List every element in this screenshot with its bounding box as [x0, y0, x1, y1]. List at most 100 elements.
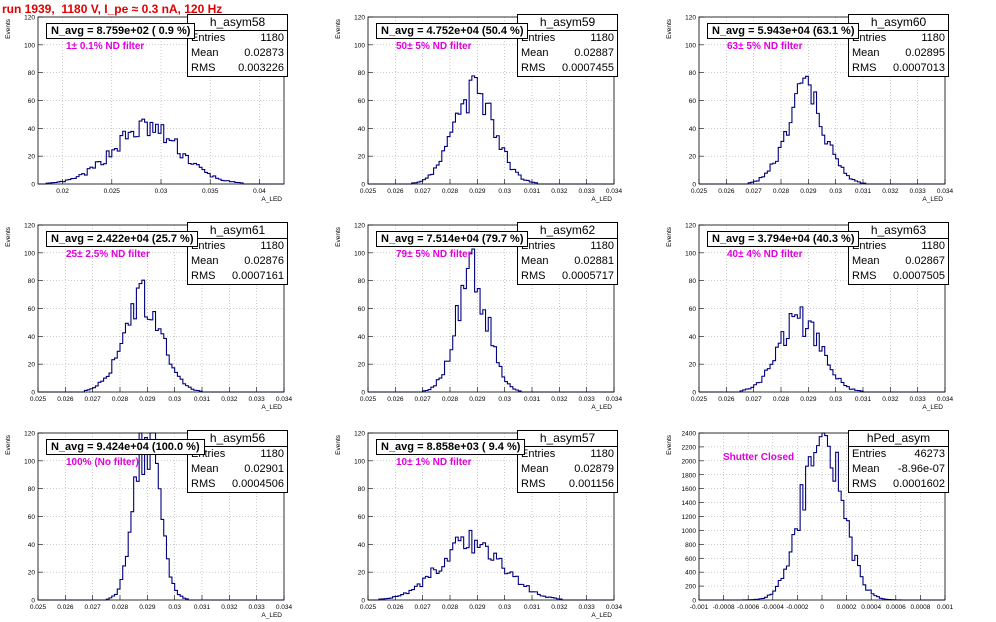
stats-value-mean: 0.02867 [905, 255, 945, 267]
y-tick-label: 120 [24, 15, 35, 22]
x-tick-label: 0.026 [387, 604, 404, 611]
x-tick-label: 0.025 [691, 188, 708, 195]
x-tick-label: 0.03 [829, 396, 842, 403]
x-tick-label: 0.033 [249, 604, 266, 611]
stats-row-rms: RMS 0.0007505 [849, 269, 948, 284]
x-tick-label: 0.026 [387, 188, 404, 195]
x-tick-label: 0.032 [882, 396, 899, 403]
y-tick-label: 100 [24, 42, 35, 49]
stats-value-mean: 0.02895 [905, 47, 945, 59]
histogram-pad-h_asym58: 0.02 0.025 0.03 0.035 0.04 0 20 40 60 80 100 120 Eve… [0, 14, 330, 206]
stats-row-rms: RMS 0.0007161 [188, 269, 287, 284]
y-tick-label: 20 [358, 362, 366, 369]
stats-value-rms: 0.003226 [238, 62, 284, 74]
stats-value-rms: 0.0005717 [562, 270, 614, 282]
stats-title: h_asym59 [518, 15, 617, 31]
x-tick-label: 0.031 [855, 396, 872, 403]
stats-value-entries: 1180 [590, 32, 614, 44]
stats-key: RMS [852, 478, 877, 490]
x-tick-label: 0.027 [85, 396, 102, 403]
x-tick-label: 0.03 [155, 188, 168, 195]
y-tick-label: 0 [31, 598, 35, 605]
y-axis-title: Events [5, 226, 12, 247]
x-tick-label: 0.026 [718, 396, 735, 403]
x-tick-label: 0.033 [910, 396, 927, 403]
stats-value-rms: 0.0004506 [232, 478, 284, 490]
x-tick-label: -0.001 [690, 604, 709, 611]
y-tick-label: 20 [28, 570, 36, 577]
stats-key: Mean [521, 255, 549, 267]
y-tick-label: 200 [685, 584, 696, 591]
x-tick-label: 0.025 [360, 604, 377, 611]
stats-row-entries: Entries 1180 [849, 31, 948, 46]
stats-key: Mean [191, 463, 219, 475]
navg-label: N_avg = 8.858e+03 ( 9.4 %) [376, 439, 526, 455]
filter-annotation: 10± 1% ND filter [396, 457, 472, 468]
x-tick-label: 0.027 [746, 188, 763, 195]
x-tick-label: 0.034 [606, 188, 623, 195]
stats-row-entries: Entries 1180 [518, 447, 617, 462]
x-axis-title: A_LED [591, 196, 612, 203]
y-tick-label: 60 [28, 98, 36, 105]
stats-box: hPed_asym Entries 46273 Mean -8.96e-07 RMS 0.0… [848, 430, 949, 493]
histogram-pad-h_asym63: 0.025 0.026 0.027 0.028 0.029 0.03 0.031 0.032 0… [661, 222, 991, 414]
histogram-plot: 0.025 0.026 0.027 0.028 0.029 0.03 0.031 0.032 0… [5, 431, 293, 620]
y-tick-label: 2200 [682, 444, 697, 451]
stats-value-entries: 1180 [921, 240, 945, 252]
x-tick-label: 0.0008 [910, 604, 930, 611]
y-axis-title: Events [5, 434, 12, 455]
stats-row-mean: Mean 0.02879 [518, 462, 617, 477]
stats-title: h_asym57 [518, 431, 617, 447]
stats-value-rms: 0.0007455 [562, 62, 614, 74]
stats-value-rms: 0.0001602 [893, 478, 945, 490]
y-tick-label: 40 [689, 126, 697, 133]
y-axis-title: Events [335, 18, 342, 39]
x-tick-label: 0.027 [85, 604, 102, 611]
x-tick-label: 0.031 [194, 396, 211, 403]
stats-row-rms: RMS 0.003226 [188, 61, 287, 76]
x-tick-label: 0.02 [56, 188, 69, 195]
x-tick-label: 0.034 [937, 396, 954, 403]
x-tick-label: 0.026 [57, 604, 74, 611]
x-tick-label: 0.03 [829, 188, 842, 195]
x-axis-title: A_LED [591, 404, 612, 411]
y-tick-label: 80 [689, 278, 697, 285]
stats-value-mean: -8.96e-07 [897, 463, 945, 475]
stats-row-mean: Mean 0.02876 [188, 254, 287, 269]
stats-box: h_asym62 Entries 1180 Mean 0.02881 RMS 0.00057… [517, 222, 618, 285]
x-tick-label: 0.034 [937, 188, 954, 195]
x-tick-label: 0.034 [606, 396, 623, 403]
stats-value-rms: 0.0007013 [893, 62, 945, 74]
histogram-pad-h_asym62: 0.025 0.026 0.027 0.028 0.029 0.03 0.031 0.032 0… [330, 222, 660, 414]
x-tick-label: 0.025 [30, 396, 47, 403]
x-tick-label: 0.034 [276, 396, 293, 403]
x-tick-label: 0.03 [498, 188, 511, 195]
x-tick-label: 0.029 [139, 396, 156, 403]
y-tick-label: 0 [692, 390, 696, 397]
filter-annotation: 1± 0.1% ND filter [66, 41, 145, 52]
x-tick-label: 0.027 [746, 396, 763, 403]
stats-value-mean: 0.02879 [574, 463, 614, 475]
x-tick-label: 0.026 [57, 396, 74, 403]
y-tick-label: 20 [358, 154, 366, 161]
y-tick-label: 80 [358, 278, 366, 285]
histogram-pad-h_asym56: 0.025 0.026 0.027 0.028 0.029 0.03 0.031 0.032 0… [0, 430, 330, 622]
y-tick-label: 120 [24, 431, 35, 438]
histogram-plot: -0.001 -0.0008 -0.0006 -0.0004 -0.0002 0 0.000… [666, 431, 954, 612]
y-tick-label: 80 [28, 486, 36, 493]
navg-label: N_avg = 3.794e+04 (40.3 %) [707, 231, 860, 247]
stats-title: h_asym56 [188, 431, 287, 447]
y-tick-label: 400 [685, 570, 696, 577]
x-tick-label: 0.032 [551, 188, 568, 195]
y-tick-label: 120 [685, 223, 696, 230]
y-tick-label: 0 [361, 598, 365, 605]
histogram-plot: 0.025 0.026 0.027 0.028 0.029 0.03 0.031 0.032 0… [666, 223, 954, 412]
filter-annotation: Shutter Closed [723, 452, 795, 463]
stats-value-entries: 1180 [260, 240, 284, 252]
navg-label: N_avg = 9.424e+04 (100.0 %) [46, 439, 205, 455]
x-tick-label: -0.0002 [786, 604, 808, 611]
stats-row-mean: Mean 0.02873 [188, 46, 287, 61]
y-axis-title: Events [335, 434, 342, 455]
stats-key: Mean [852, 255, 880, 267]
x-tick-label: 0.029 [469, 396, 486, 403]
